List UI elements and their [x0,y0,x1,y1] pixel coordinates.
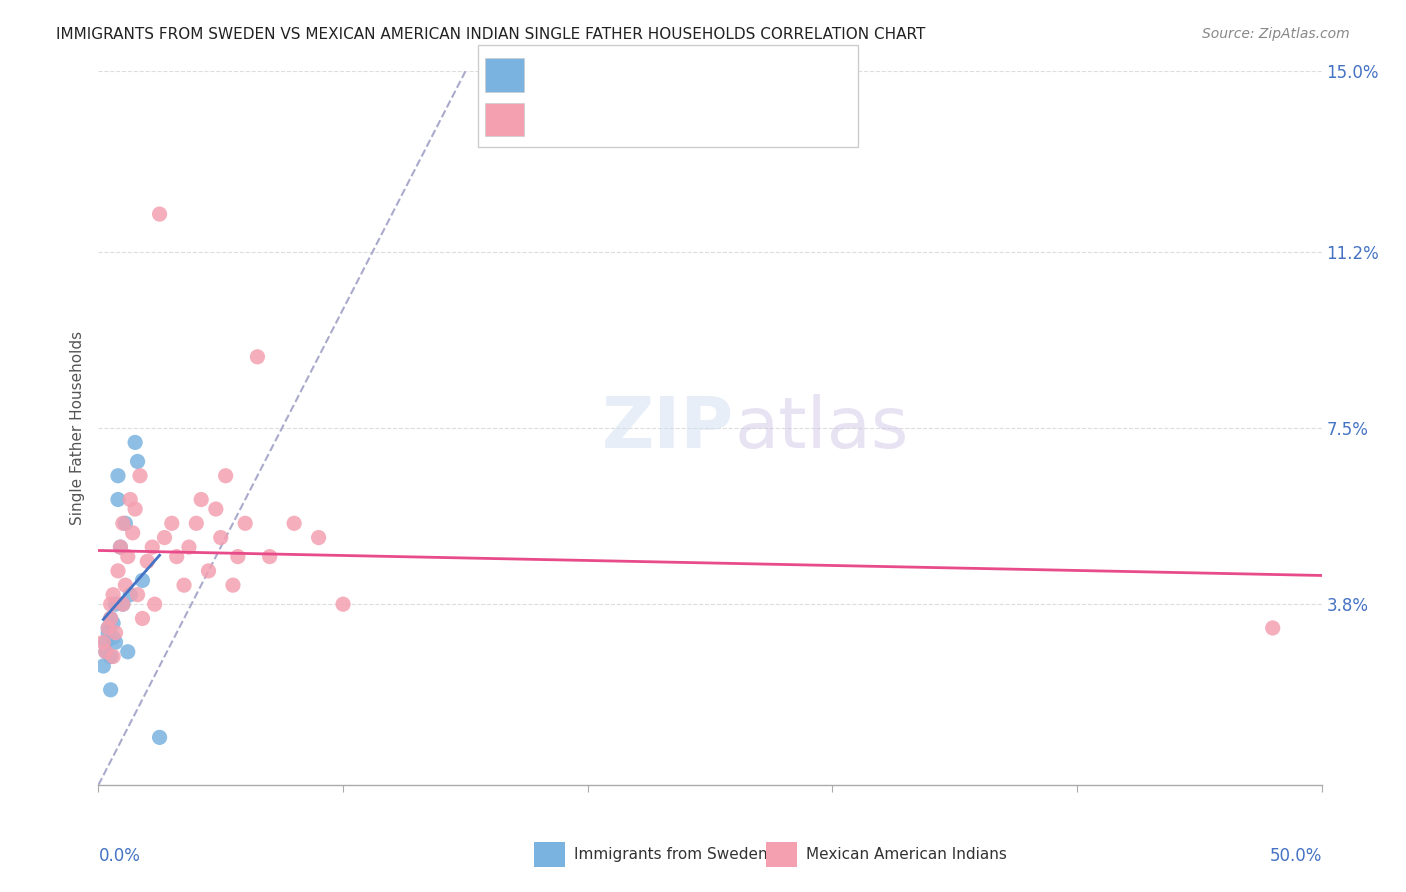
Text: R =: R = [534,62,574,80]
Text: N =: N = [647,62,686,80]
Point [101,631,124,645]
Text: 0.339: 0.339 [571,107,627,125]
Point [117,645,139,659]
Text: N =: N = [647,107,686,125]
Point [131,611,153,625]
Point [100,682,122,697]
Point [114,578,136,592]
Point [101,616,124,631]
Y-axis label: Single Father Households: Single Father Households [69,331,84,525]
Point [94,635,117,649]
Text: 0.0%: 0.0% [98,847,141,865]
Point [160,516,183,531]
Point [143,597,166,611]
Point [110,540,132,554]
Point [111,597,134,611]
Point [107,492,129,507]
Point [177,540,200,554]
Text: ZIP: ZIP [602,393,734,463]
Point [124,502,146,516]
Point [120,492,142,507]
Point [173,578,195,592]
Point [222,578,245,592]
Point [214,468,236,483]
Text: Immigrants from Sweden: Immigrants from Sweden [574,847,768,862]
Point [121,525,143,540]
Point [104,597,127,611]
Point [233,516,256,531]
Point [117,549,139,564]
Point [141,540,163,554]
Text: IMMIGRANTS FROM SWEDEN VS MEXICAN AMERICAN INDIAN SINGLE FATHER HOUSEHOLDS CORRE: IMMIGRANTS FROM SWEDEN VS MEXICAN AMERIC… [56,27,925,42]
Point [107,564,129,578]
Point [136,554,159,568]
Point [209,531,232,545]
Point [97,621,120,635]
Point [100,611,122,625]
Point [149,731,172,745]
Text: 0.203: 0.203 [571,62,627,80]
Point [124,435,146,450]
Point [246,350,269,364]
Point [166,549,188,564]
Point [205,502,228,516]
Point [308,531,330,545]
Point [91,635,114,649]
Point [100,597,122,611]
Point [127,454,149,468]
Point [186,516,208,531]
Point [100,649,122,664]
Point [104,625,127,640]
Point [120,588,142,602]
Point [100,611,122,625]
Point [197,564,219,578]
Point [104,635,127,649]
Point [1261,621,1284,635]
Point [111,597,134,611]
Point [149,207,172,221]
Text: R =: R = [534,107,574,125]
Point [114,516,136,531]
Point [97,625,120,640]
Text: Mexican American Indians: Mexican American Indians [806,847,1007,862]
Point [101,649,124,664]
Point [94,645,117,659]
Point [226,549,249,564]
Text: 50.0%: 50.0% [1270,847,1322,865]
Point [107,468,129,483]
Point [153,531,176,545]
Point [111,516,134,531]
Point [131,574,153,588]
Point [110,540,132,554]
Point [259,549,281,564]
Point [129,468,152,483]
Point [91,659,114,673]
Point [190,492,212,507]
Point [97,621,120,635]
Point [127,588,149,602]
Point [101,588,124,602]
Text: 44: 44 [683,107,709,125]
Point [332,597,354,611]
Text: atlas: atlas [734,393,908,463]
Text: 23: 23 [683,62,709,80]
Point [94,645,117,659]
Text: Source: ZipAtlas.com: Source: ZipAtlas.com [1202,27,1350,41]
Point [283,516,305,531]
